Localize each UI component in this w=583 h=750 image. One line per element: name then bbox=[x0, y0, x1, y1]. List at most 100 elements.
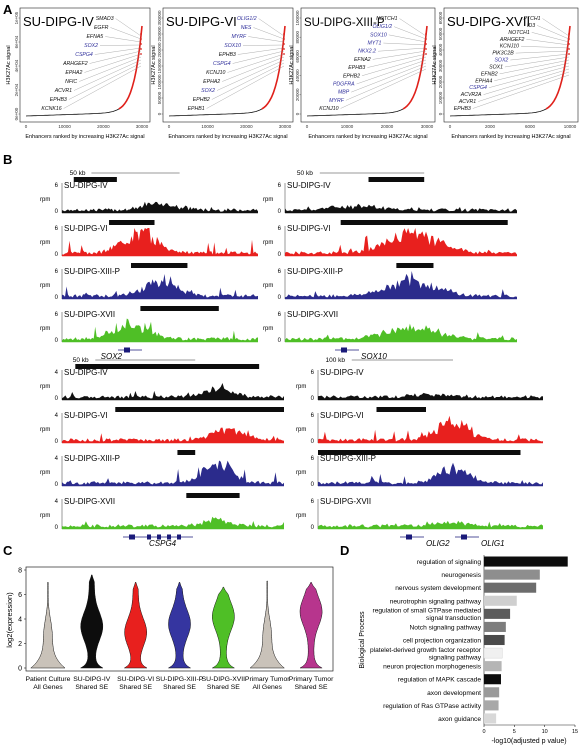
track-unit-label: rpm bbox=[40, 326, 50, 332]
super-enhancer-bar bbox=[115, 407, 284, 412]
gene-leader-line bbox=[521, 46, 570, 49]
gene-label: ARHGEF2 bbox=[62, 61, 88, 67]
bar bbox=[484, 556, 568, 567]
signal-track bbox=[62, 460, 284, 486]
violin-category-label: SU-DIPG-VI bbox=[117, 676, 154, 683]
x-tick-label: 10000 bbox=[58, 124, 71, 129]
track-unit-label: rpm bbox=[40, 197, 50, 203]
track-unit-label: rpm bbox=[40, 470, 50, 476]
super-enhancer-bar bbox=[177, 450, 196, 455]
signal-track bbox=[318, 520, 543, 529]
gene-leader-line bbox=[488, 65, 570, 88]
violin-category-label: Shared SE bbox=[75, 684, 108, 691]
y-tick-label: 250000 bbox=[157, 26, 162, 42]
x-tick-label: 0 bbox=[168, 124, 171, 129]
signal-track bbox=[285, 323, 517, 342]
super-enhancer-bar bbox=[376, 407, 426, 412]
gene-name: SOX2 bbox=[101, 352, 123, 361]
signal-track bbox=[62, 274, 258, 299]
x-tick-label: 10000 bbox=[341, 124, 354, 129]
y-axis-label: Biological Process bbox=[359, 611, 366, 669]
gene-leader-line bbox=[206, 65, 285, 109]
track-unit-label: rpm bbox=[40, 283, 50, 289]
x-tick-label: 5 bbox=[513, 729, 516, 735]
gene-label: OLIG1/2 bbox=[237, 16, 257, 22]
violin-category-label: Shared SE bbox=[295, 684, 328, 691]
gene-label: MYRF bbox=[231, 34, 247, 40]
track-label: SU-DIPG-IV bbox=[287, 181, 331, 190]
track-unit-label: rpm bbox=[296, 384, 306, 390]
violin bbox=[123, 582, 148, 669]
track-unit-label: rpm bbox=[263, 197, 273, 203]
gene-model-exon bbox=[167, 534, 171, 540]
track-ymin: 0 bbox=[55, 525, 59, 531]
gene-label: ACVR1 bbox=[54, 88, 72, 94]
gene-leader-line bbox=[248, 36, 285, 43]
y-tick-label: 0 bbox=[18, 666, 22, 673]
gene-leader-line bbox=[383, 42, 427, 46]
gene-label: CSPG4 bbox=[75, 52, 93, 58]
track-unit-label: rpm bbox=[40, 240, 50, 246]
y-tick-label: 40000 bbox=[295, 69, 300, 82]
track-ymax: 4 bbox=[55, 413, 59, 419]
super-enhancer-bar bbox=[130, 263, 188, 268]
gene-label: MYRF bbox=[329, 98, 345, 104]
gene-leader-line bbox=[504, 56, 570, 68]
signal-track bbox=[285, 228, 517, 256]
gene-leader-line bbox=[472, 74, 570, 109]
gene-label: EPHB2 bbox=[193, 97, 210, 103]
bar-category-label: platelet-derived growth factor receptor bbox=[370, 647, 482, 654]
y-tick-label: 100000 bbox=[295, 10, 300, 26]
gene-label: SOX1 bbox=[489, 64, 503, 70]
track-ymin: 0 bbox=[311, 396, 315, 402]
y-tick-label: 0 bbox=[295, 112, 300, 115]
bar bbox=[484, 582, 537, 593]
signal-track bbox=[318, 392, 543, 400]
track-label: SU-DIPG-XIII-P bbox=[287, 267, 343, 276]
track-unit-label: rpm bbox=[296, 427, 306, 433]
y-tick-label: 2e+04 bbox=[14, 83, 19, 96]
super-enhancer-point bbox=[568, 48, 570, 50]
violin bbox=[79, 574, 104, 669]
scale-bar-label: 50 kb bbox=[297, 170, 313, 177]
super-enhancer-point bbox=[425, 48, 427, 50]
locus-1: 50 kb SU-DIPG-IV 6 0 rpm SU-DIPG-VI 6 0 rpm SU-DI… bbox=[40, 170, 258, 361]
gene-leader-line bbox=[478, 71, 570, 102]
gene-leader-line bbox=[253, 27, 285, 40]
rank-plot-frame bbox=[19, 7, 151, 123]
rank-plot-title: SU-DIPG-VI bbox=[166, 14, 237, 29]
panel-b: 50 kb SU-DIPG-IV 6 0 rpm SU-DIPG-VI 6 0 rpm SU-DI… bbox=[40, 170, 543, 548]
gene-leader-line bbox=[399, 18, 427, 37]
track-ymax: 6 bbox=[311, 370, 315, 376]
gene-leader-line bbox=[483, 68, 570, 95]
gene-label: SOX10 bbox=[370, 32, 387, 38]
y-tick-label: 0 bbox=[438, 112, 443, 115]
gene-label: ID3 bbox=[527, 23, 535, 29]
y-tick-label: 200000 bbox=[157, 42, 162, 58]
gene-model-exon bbox=[147, 534, 151, 540]
gene-label: CSPG4 bbox=[469, 85, 487, 91]
track-unit-label: rpm bbox=[263, 326, 273, 332]
super-enhancer-point bbox=[140, 48, 142, 50]
signal-track bbox=[285, 271, 517, 299]
y-axis-label: H3K27Ac signal bbox=[432, 45, 438, 84]
bar-category-label: neurogenesis bbox=[441, 572, 481, 579]
bar bbox=[484, 713, 497, 724]
gene-leader-line bbox=[526, 39, 570, 46]
y-tick-label: 0 bbox=[157, 112, 162, 115]
gene-label: EPHA4 bbox=[475, 78, 492, 84]
gene-label: MYT1 bbox=[368, 41, 382, 47]
signal-track bbox=[62, 427, 284, 443]
gene-label: NOTCH1 bbox=[376, 16, 397, 22]
gene-model-exon bbox=[129, 534, 135, 540]
gene-label: ACVR1 bbox=[458, 99, 476, 105]
bar bbox=[484, 700, 499, 711]
track-label: SU-DIPG-XVII bbox=[64, 310, 115, 319]
gene-label: KCNJ10 bbox=[500, 44, 519, 50]
violin-category-label: Patient Culture bbox=[25, 676, 70, 683]
super-enhancer-curve bbox=[261, 25, 286, 110]
locus-3: 50 kb SU-DIPG-IV 4 0 rpm SU-DIPG-VI 4 0 rpm SU-DI… bbox=[40, 357, 284, 548]
gene-leader-line bbox=[515, 50, 570, 54]
gene-label: EPHA2 bbox=[65, 70, 82, 76]
